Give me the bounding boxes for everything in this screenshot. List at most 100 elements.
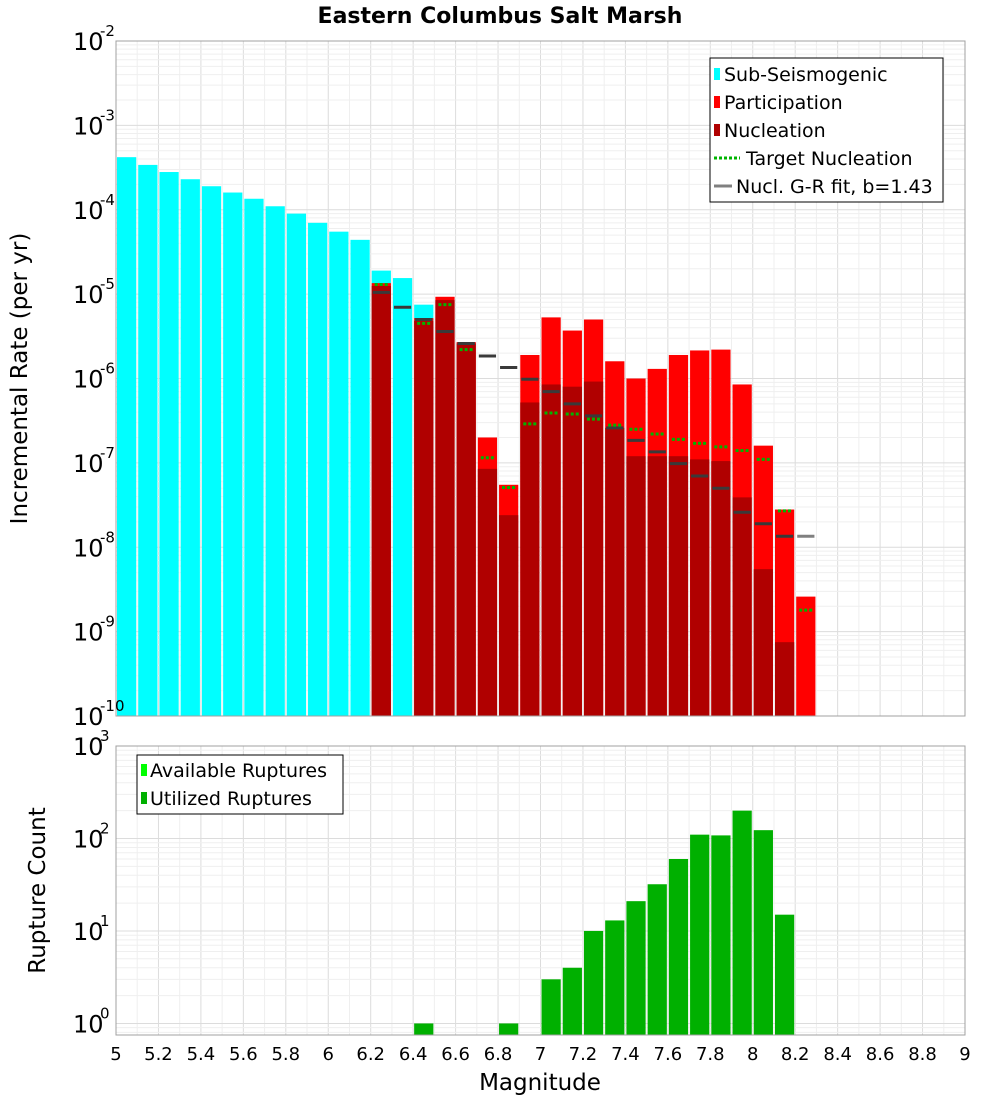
utilized-ruptures-bar [605,920,625,1035]
utilized-ruptures-bar [414,1023,434,1035]
legend-swatch-available [141,764,147,776]
nucleation-bar [520,402,540,716]
utilized-ruptures-bar [753,830,773,1035]
y-tick-exponent: -8 [100,528,115,546]
legend-label-available: Available Ruptures [150,760,327,782]
y-tick-label: 10 [73,619,104,647]
rate-bars [117,157,816,717]
legend-label-participation: Participation [724,92,843,114]
nucleation-bar [647,456,667,716]
sub-seismogenic-bar [286,213,307,717]
x-tick-label: 8 [747,1044,758,1065]
count-legend: Available Ruptures Utilized Ruptures [136,754,344,815]
y-tick-label: 10 [73,1010,104,1038]
x-tick-label: 7 [535,1044,546,1065]
y-tick-label: 10 [73,112,104,140]
x-tick-label: 5.6 [229,1044,258,1065]
utilized-ruptures-bar [774,914,795,1035]
x-tick-label: 7.2 [569,1044,598,1065]
sub-seismogenic-bar [308,222,328,716]
utilized-ruptures-bar [732,810,752,1035]
x-axis-label: Magnitude [479,1070,601,1096]
sub-seismogenic-bar [350,239,370,716]
count-legend-box [136,754,344,815]
y-tick-exponent: -4 [100,191,115,209]
y-tick-label: 10 [73,703,104,731]
nucleation-bar [414,321,434,716]
sub-seismogenic-bar [201,186,222,716]
x-tick-label: 6.6 [441,1044,470,1065]
nucleation-bar [583,381,604,716]
nucleation-bar [732,497,752,716]
y-tick-label: 10 [73,918,104,946]
y-tick-exponent: 0 [100,1004,110,1022]
utilized-ruptures-bar [626,901,646,1035]
nucleation-bar [562,386,582,716]
legend-label-sub-seismogenic: Sub-Seismogenic [724,64,888,86]
nucleation-bar [435,300,455,716]
y-tick-exponent: -9 [100,613,115,631]
rate-legend-box [709,57,944,203]
x-tick-label: 6.2 [356,1044,385,1065]
legend-swatch-utilized [141,792,147,804]
y-tick-label: 10 [73,28,104,56]
sub-seismogenic-bar [223,192,243,717]
utilized-ruptures-bar [583,930,604,1035]
x-tick-label: 5 [110,1044,121,1065]
sub-seismogenic-bar [244,198,264,717]
x-tick-label: 5.4 [187,1044,216,1065]
y-tick-label: 10 [73,450,104,478]
utilized-ruptures-bar [690,834,710,1035]
participation-bar [796,596,816,716]
sub-seismogenic-bar [265,206,285,716]
x-tick-label: 8.2 [781,1044,810,1065]
y-tick-exponent: -2 [100,22,115,40]
nucleation-bar [605,427,625,716]
legend-label-target: Target Nucleation [745,148,913,170]
y-tick-exponent: -3 [100,106,115,124]
y-tick-exponent: -5 [100,275,115,293]
x-tick-label: 7.8 [696,1044,725,1065]
rate-plot-frame [115,40,966,717]
nucleation-bar [456,343,476,716]
x-tick-label: 6.4 [399,1044,428,1065]
nucleation-bar [499,515,519,716]
y-tick-exponent: 3 [100,727,110,745]
x-tick-label: 8.6 [866,1044,895,1065]
sub-seismogenic-bar [117,157,137,717]
x-tick-label: 6 [323,1044,334,1065]
x-tick-label: 6.8 [484,1044,513,1065]
y-tick-exponent: -7 [100,444,115,462]
legend-label-utilized: Utilized Ruptures [150,788,312,810]
sub-seismogenic-bar [180,179,200,716]
legend-swatch-nucleation [714,124,720,136]
utilized-ruptures-bar [711,835,731,1035]
y-tick-label: 10 [73,534,104,562]
count-plot-frame [115,745,966,1036]
sub-seismogenic-bar [138,164,158,716]
y-tick-exponent: 2 [100,819,110,837]
utilized-ruptures-bar [668,858,689,1035]
legend-label-nucleation: Nucleation [724,120,826,142]
nucleation-bar [690,459,710,716]
x-tick-label: 7.6 [654,1044,683,1065]
sub-seismogenic-bar [392,278,413,716]
x-tick-labels: 5 5.2 5.4 5.6 5.8 6 6.2 6.4 6.6 6.8 7 7.2 7.4 7.6 7.8 8… [110,1044,970,1065]
x-tick-label: 7.4 [611,1044,640,1065]
legend-swatch-sub-seismogenic [714,68,720,80]
y-tick-label: 10 [73,366,104,394]
nucleation-bar [541,384,561,716]
nucleation-bar [711,461,731,716]
rate-y-axis-label: Incremental Rate (per yr) [7,233,33,525]
sub-seismogenic-bar [159,172,179,716]
x-tick-label: 8.8 [908,1044,937,1065]
nucleation-bar [668,456,689,716]
utilized-ruptures-bar [647,884,667,1035]
utilized-ruptures-bar [499,1023,519,1035]
nucleation-bar [626,456,646,716]
nucleation-bar [477,468,498,716]
